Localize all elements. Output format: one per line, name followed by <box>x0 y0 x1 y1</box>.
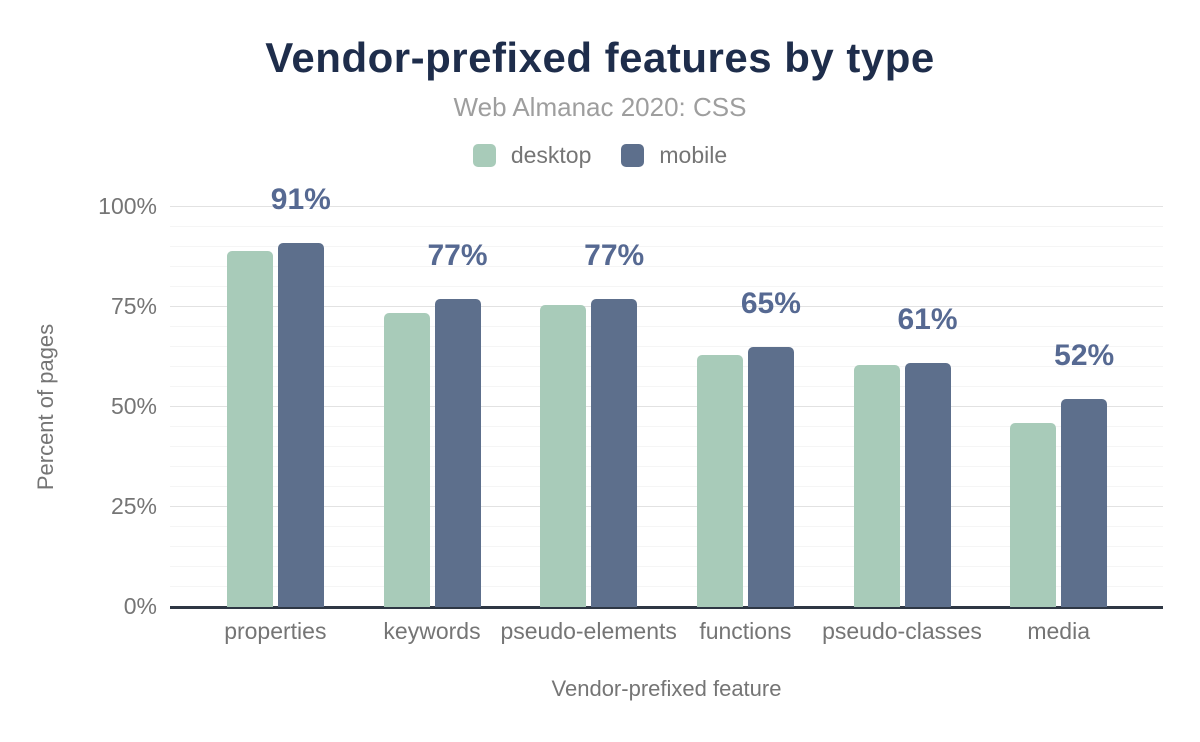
bar-mobile-media <box>1061 399 1108 607</box>
value-label-pseudo-elements: 77% <box>584 239 645 272</box>
bar-mobile-functions <box>747 347 794 607</box>
y-axis-title: Percent of pages <box>33 323 58 491</box>
x-axis-title: Vendor-prefixed feature <box>551 676 782 701</box>
value-label-keywords: 77% <box>427 239 488 272</box>
bar-desktop-keywords <box>383 313 430 607</box>
bar-desktop-pseudo-elements <box>540 305 587 607</box>
x-tick-label-pseudo-classes: pseudo-classes <box>822 618 982 644</box>
y-tick-label-25pct: 25% <box>110 493 157 519</box>
gridline-minor-85pct <box>170 266 1163 267</box>
x-tick-label-keywords: keywords <box>383 618 481 644</box>
bar-desktop-functions <box>696 355 743 607</box>
chart-title: Vendor-prefixed features by type <box>265 34 935 81</box>
y-tick-label-0pct: 0% <box>123 593 157 619</box>
y-tick-label-75pct: 75% <box>110 293 157 319</box>
legend-label-desktop: desktop <box>510 142 592 168</box>
value-label-media: 52% <box>1054 339 1115 372</box>
y-tick-label-100pct: 100% <box>98 193 157 219</box>
gridline-minor-90pct <box>170 246 1163 247</box>
gridline-major-50pct <box>170 406 1163 407</box>
gridline-minor-80pct <box>170 286 1163 287</box>
gridline-minor-10pct <box>170 566 1163 567</box>
value-label-properties: 91% <box>270 183 331 216</box>
value-label-pseudo-classes: 61% <box>897 303 958 336</box>
x-axis-line <box>170 606 1163 609</box>
gridline-minor-70pct <box>170 326 1163 327</box>
gridline-major-100pct <box>170 206 1163 207</box>
y-tick-label-50pct: 50% <box>110 393 157 419</box>
bar-mobile-pseudo-elements <box>591 299 638 607</box>
gridline-minor-60pct <box>170 366 1163 367</box>
legend-item-mobile: mobile <box>621 142 727 169</box>
plot-area: 91% 77% 77% 65% 61% 52% <box>170 183 1163 609</box>
gridline-minor-65pct <box>170 346 1163 347</box>
gridline-minor-35pct <box>170 466 1163 467</box>
gridline-major-75pct <box>170 306 1163 307</box>
legend-swatch-desktop <box>472 144 496 167</box>
bar-desktop-pseudo-classes <box>853 365 900 607</box>
bar-desktop-media <box>1010 423 1057 607</box>
legend-swatch-mobile <box>621 144 645 167</box>
gridline-minor-5pct <box>170 586 1163 587</box>
legend-label-mobile: mobile <box>659 142 728 168</box>
x-tick-label-functions: functions <box>699 618 792 644</box>
chart-subtitle: Web Almanac 2020: CSS <box>453 92 747 122</box>
legend: desktop mobile <box>0 142 1200 169</box>
x-tick-label-pseudo-elements: pseudo-elements <box>500 618 677 644</box>
bar-mobile-pseudo-classes <box>904 363 951 607</box>
gridline-minor-30pct <box>170 486 1163 487</box>
gridline-minor-45pct <box>170 426 1163 427</box>
gridline-minor-95pct <box>170 226 1163 227</box>
legend-item-desktop: desktop <box>472 142 592 169</box>
gridline-major-25pct <box>170 506 1163 507</box>
gridline-minor-40pct <box>170 446 1163 447</box>
bar-mobile-keywords <box>434 299 481 607</box>
gridline-minor-20pct <box>170 526 1163 527</box>
gridline-minor-55pct <box>170 386 1163 387</box>
gridline-minor-15pct <box>170 546 1163 547</box>
x-tick-label-media: media <box>1027 618 1090 644</box>
value-label-functions: 65% <box>740 287 801 320</box>
bar-mobile-properties <box>277 243 324 607</box>
x-tick-label-properties: properties <box>224 618 327 644</box>
bar-desktop-properties <box>226 251 273 607</box>
